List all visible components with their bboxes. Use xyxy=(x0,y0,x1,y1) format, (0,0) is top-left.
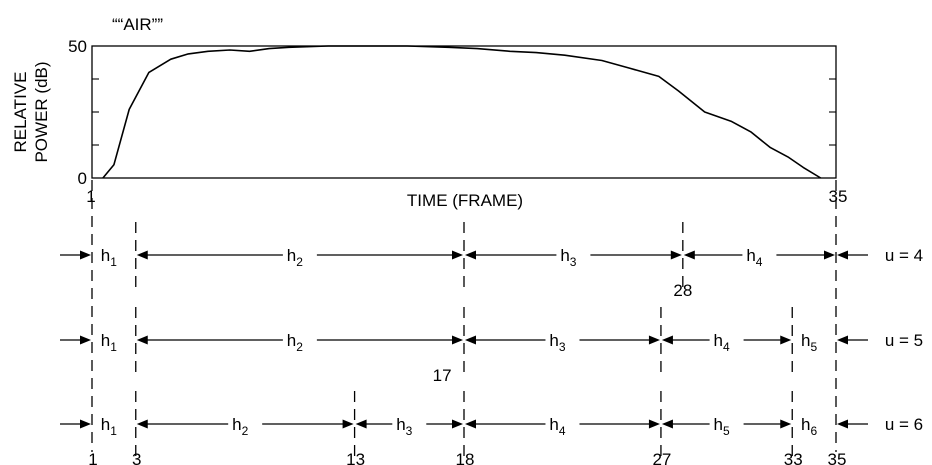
segment-subscript: 3 xyxy=(570,255,577,269)
segment-start-arrowhead xyxy=(661,419,673,429)
segment-letter: h xyxy=(549,331,558,350)
segment-label-h4: h4 xyxy=(714,331,730,354)
segment-letter: h xyxy=(714,331,723,350)
row-label-u=6: u = 6 xyxy=(885,415,923,434)
segment-start-arrowhead xyxy=(136,335,148,345)
frame-marker-label: 3 xyxy=(132,450,141,465)
segment-end-arrowhead xyxy=(824,250,835,260)
plot-frame xyxy=(91,45,837,179)
segment-end-arrowhead xyxy=(648,335,660,345)
segment-end-arrowhead xyxy=(648,419,660,429)
segment-label-h4: h4 xyxy=(549,415,565,438)
segment-letter: h xyxy=(101,246,110,265)
y-tick-label: 0 xyxy=(78,169,87,188)
segment-letter: h xyxy=(801,415,810,434)
segment-letter: h xyxy=(101,331,110,350)
row-label-u=5: u = 5 xyxy=(885,331,923,350)
segment-subscript: 2 xyxy=(242,424,249,438)
segment-label-h2: h2 xyxy=(232,415,248,438)
segment-letter: h xyxy=(549,415,558,434)
segment-letter: h xyxy=(746,246,755,265)
power-curve xyxy=(102,45,822,179)
frame-marker-label: 28 xyxy=(673,281,692,300)
chart-title: ““AIR”” xyxy=(112,15,163,34)
x-axis-label: TIME (FRAME) xyxy=(407,191,523,210)
segment-label-h4: h4 xyxy=(746,246,762,269)
segment-start-arrowhead xyxy=(683,250,695,260)
row-label-u=4: u = 4 xyxy=(885,246,923,265)
segment-letter: h xyxy=(287,331,296,350)
segment-letter: h xyxy=(801,331,810,350)
x-tick-label: 1 xyxy=(86,187,95,206)
frame-marker-label: 13 xyxy=(346,450,365,465)
segment-letter: h xyxy=(287,246,296,265)
segment-label-h6: h6 xyxy=(801,415,817,438)
segment-label-h3: h3 xyxy=(396,415,412,438)
segment-subscript: 5 xyxy=(811,340,818,354)
x-axis-tick-labels: 1 35 xyxy=(86,187,847,206)
segment-label-h1: h1 xyxy=(101,331,117,354)
segment-subscript: 3 xyxy=(559,340,566,354)
segment-letter: h xyxy=(714,415,723,434)
frame-marker-label: 33 xyxy=(784,450,803,465)
segment-start-arrowhead xyxy=(465,250,476,260)
outer-left-arrowhead xyxy=(80,335,91,345)
segment-subscript: 4 xyxy=(723,340,730,354)
segment-end-arrowhead xyxy=(452,250,463,260)
segment-subscript: 1 xyxy=(110,424,117,438)
segment-letter: h xyxy=(232,415,241,434)
outer-right-arrowhead xyxy=(837,335,848,345)
frame-marker-label: 18 xyxy=(456,450,475,465)
segment-label-h3: h3 xyxy=(549,331,565,354)
segment-start-arrowhead xyxy=(465,419,476,429)
segment-label-h1: h1 xyxy=(101,246,117,269)
y-axis-ticks: 0 50 xyxy=(68,37,836,188)
segment-letter: h xyxy=(396,415,405,434)
segment-end-arrowhead xyxy=(342,419,354,429)
segment-label-h5: h5 xyxy=(801,331,817,354)
segment-subscript: 1 xyxy=(110,255,117,269)
segment-end-arrowhead xyxy=(670,250,682,260)
segment-start-arrowhead xyxy=(355,419,367,429)
frame-marker-label: 1 xyxy=(88,450,97,465)
outer-right-arrowhead xyxy=(837,419,848,429)
segment-letter: h xyxy=(101,415,110,434)
segment-letter: h xyxy=(560,246,569,265)
x-tick-label: 35 xyxy=(829,187,848,206)
segment-end-arrowhead xyxy=(452,419,463,429)
segment-end-arrowhead xyxy=(452,335,463,345)
segment-subscript: 4 xyxy=(559,424,566,438)
segment-subscript: 6 xyxy=(811,424,818,438)
frame-marker-label: 17 xyxy=(433,366,452,385)
segment-subscript: 3 xyxy=(406,424,413,438)
frame-marker-label: 35 xyxy=(828,450,847,465)
y-tick-label: 50 xyxy=(68,37,87,56)
segment-label-h2: h2 xyxy=(287,246,303,269)
outer-left-arrowhead xyxy=(80,250,91,260)
segment-subscript: 4 xyxy=(756,255,763,269)
segment-subscript: 2 xyxy=(296,340,303,354)
segment-label-h5: h5 xyxy=(714,415,730,438)
segment-label-h1: h1 xyxy=(101,415,117,438)
segment-subscript: 1 xyxy=(110,340,117,354)
segment-label-h3: h3 xyxy=(560,246,576,269)
segment-label-h2: h2 xyxy=(287,331,303,354)
frame-marker-label: 27 xyxy=(652,450,671,465)
outer-right-arrowhead xyxy=(837,250,848,260)
segment-start-arrowhead xyxy=(136,250,148,260)
y-axis-label-line-2: POWER (dB) xyxy=(32,61,51,162)
y-axis-label-line-1: RELATIVE xyxy=(11,72,30,153)
segment-end-arrowhead xyxy=(780,419,792,429)
outer-left-arrowhead xyxy=(80,419,91,429)
segment-end-arrowhead xyxy=(780,335,792,345)
segment-subscript: 5 xyxy=(723,424,730,438)
segment-start-arrowhead xyxy=(136,419,148,429)
segment-start-arrowhead xyxy=(465,335,476,345)
segment-start-arrowhead xyxy=(661,335,673,345)
segment-subscript: 2 xyxy=(296,255,303,269)
